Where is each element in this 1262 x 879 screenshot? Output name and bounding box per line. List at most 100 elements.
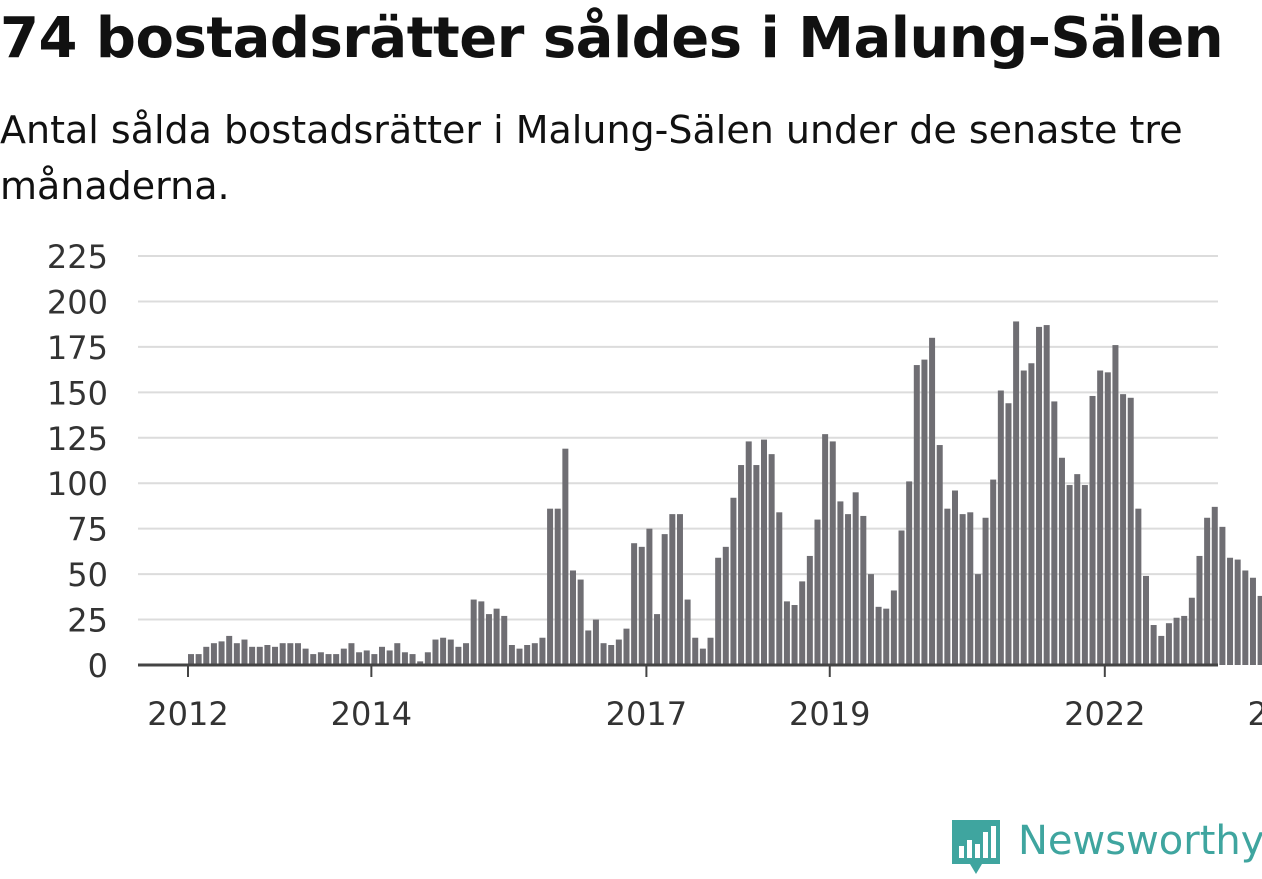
- bar: [692, 637, 699, 665]
- bar: [654, 614, 661, 665]
- bar: [753, 465, 760, 665]
- bar: [1204, 517, 1211, 665]
- bar: [1058, 457, 1065, 665]
- bar: [921, 359, 928, 665]
- bar: [646, 528, 653, 665]
- y-tick-label: 25: [67, 602, 108, 640]
- bar: [890, 590, 897, 665]
- x-tick-label: 2024: [1247, 695, 1262, 733]
- bar: [394, 643, 401, 665]
- bar: [761, 439, 767, 665]
- bar: [409, 654, 416, 665]
- bar: [715, 557, 722, 665]
- chart-subtitle: Antal sålda bostadsrätter i Malung-Sälen…: [0, 108, 1183, 208]
- bar: [363, 650, 370, 665]
- bar: [1158, 635, 1165, 665]
- bar: [317, 652, 324, 665]
- bar: [913, 365, 920, 665]
- bar: [1112, 345, 1119, 665]
- bar: [1074, 474, 1081, 665]
- bar: [898, 530, 905, 665]
- bar: [333, 654, 340, 665]
- chart-title: 74 bostadsrätter såldes i Malung-Sälen: [0, 6, 1224, 71]
- bar: [944, 508, 951, 665]
- bar: [1257, 595, 1262, 665]
- bar: [699, 648, 706, 665]
- bar: [508, 645, 515, 665]
- bar: [883, 608, 890, 665]
- bar: [1036, 326, 1043, 665]
- bar: [348, 643, 355, 665]
- y-tick-label: 0: [88, 647, 108, 685]
- x-tick-label: 2022: [1064, 695, 1145, 733]
- bar: [447, 639, 454, 665]
- bar: [860, 515, 867, 665]
- bar: [990, 479, 997, 665]
- bar: [822, 434, 829, 665]
- bar: [287, 643, 294, 665]
- bar: [203, 646, 210, 665]
- bar: [875, 606, 882, 665]
- bar: [1227, 557, 1234, 665]
- bar: [707, 637, 714, 665]
- bar: [745, 441, 752, 665]
- bar: [264, 645, 271, 665]
- bar: [906, 481, 913, 665]
- bar: [1165, 623, 1172, 665]
- bar: [1097, 370, 1104, 665]
- bar: [623, 628, 630, 665]
- bar: [547, 508, 554, 665]
- bar: [1051, 401, 1058, 665]
- bar: [233, 643, 240, 665]
- newsworthy-logo[interactable]: Newsworthy: [952, 818, 1262, 878]
- bar: [379, 646, 385, 665]
- bar: [325, 654, 332, 665]
- bar: [1089, 395, 1096, 665]
- bar: [218, 641, 225, 665]
- bar: [470, 599, 477, 665]
- bar: [829, 441, 836, 665]
- bar: [356, 652, 363, 665]
- bar: [340, 648, 347, 665]
- bar: [562, 448, 569, 665]
- bar: [1005, 403, 1012, 665]
- bar: [1196, 555, 1203, 665]
- bar: [631, 543, 638, 665]
- bar: [1104, 372, 1111, 665]
- bar: [982, 517, 989, 665]
- bar: [845, 514, 852, 665]
- bar: [440, 637, 447, 665]
- bar: [806, 555, 813, 665]
- bar: [608, 645, 615, 665]
- bar: [585, 630, 592, 665]
- bar: [539, 637, 546, 665]
- bar: [600, 643, 607, 665]
- bar: [1150, 625, 1157, 665]
- y-tick-label: 125: [47, 420, 108, 458]
- x-tick-label: 2019: [789, 695, 870, 733]
- bar: [814, 519, 821, 665]
- bar: [310, 654, 317, 665]
- bar: [791, 605, 798, 665]
- bar: [936, 445, 943, 665]
- bar: [1081, 485, 1088, 665]
- bar: [952, 490, 958, 665]
- bar: [294, 643, 301, 665]
- bar: [1127, 397, 1134, 665]
- bar: [867, 574, 874, 665]
- bar: [302, 648, 309, 665]
- bar: [478, 601, 485, 665]
- bar: [188, 654, 194, 665]
- logo-text: Newsworthy: [1018, 818, 1262, 864]
- bar: [417, 661, 424, 665]
- bar: [1173, 617, 1180, 665]
- bar: [638, 546, 645, 665]
- bar: [226, 635, 233, 665]
- bar: [783, 601, 790, 665]
- bar: [776, 512, 783, 665]
- bar: [1020, 370, 1027, 665]
- bar: [967, 512, 974, 665]
- bar: [592, 619, 599, 665]
- bar: [1181, 615, 1188, 665]
